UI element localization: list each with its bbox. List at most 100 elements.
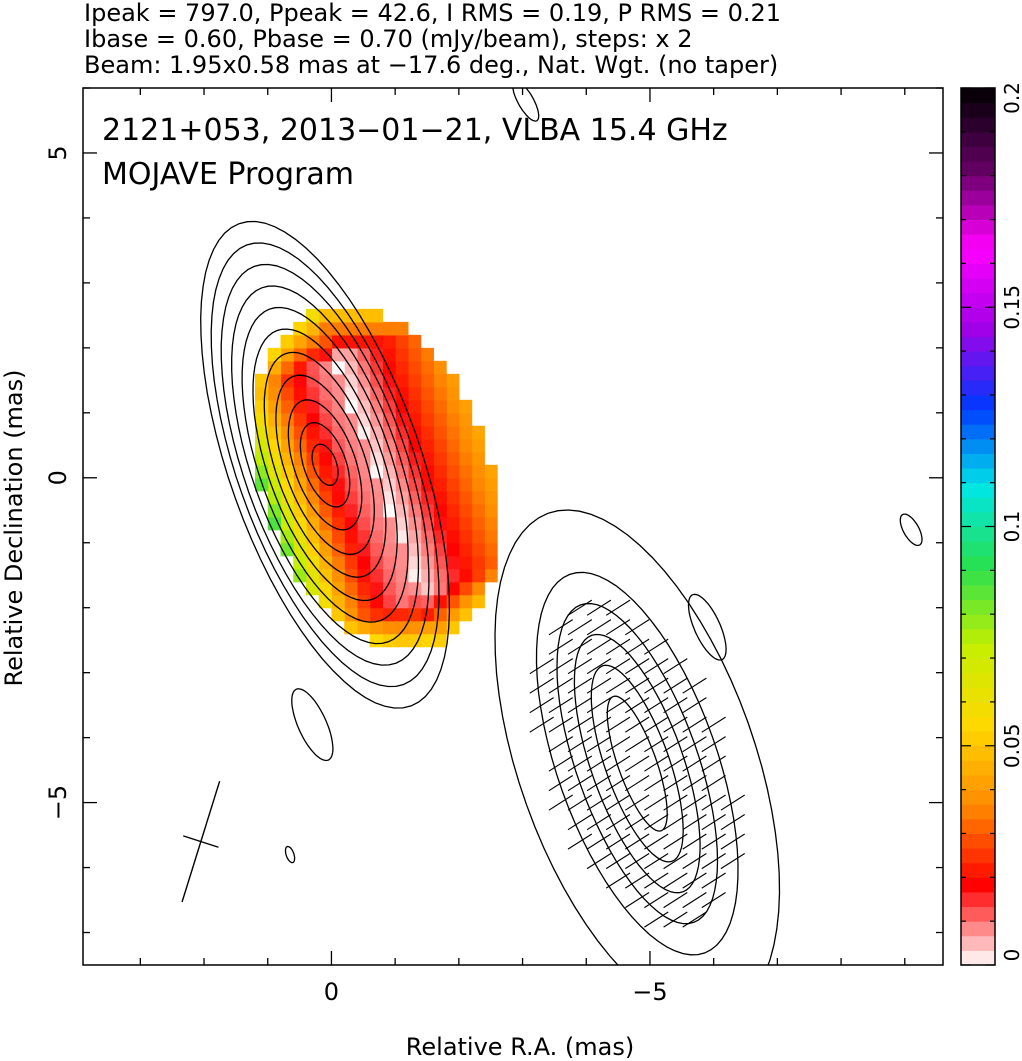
colorbar-segment	[961, 701, 995, 718]
evpa-vector	[586, 716, 612, 733]
polarization-pixel	[420, 425, 434, 440]
colorbar-segment	[961, 482, 995, 498]
polarization-pixel	[356, 529, 371, 544]
polarization-pixel	[420, 386, 434, 401]
polarization-pixel	[420, 555, 434, 570]
evpa-vector	[586, 775, 612, 792]
polarization-pixel	[356, 607, 371, 622]
evpa-vector	[605, 775, 631, 792]
polarization-pixel	[407, 347, 422, 362]
evpa-vector	[605, 814, 631, 831]
polarization-pixel	[395, 334, 409, 349]
polarization-pixel	[433, 399, 447, 414]
polarization-pixel	[407, 581, 422, 596]
polarization-pixel	[407, 620, 422, 635]
evpa-vector	[586, 736, 612, 753]
contour-line	[200, 220, 451, 709]
polarization-pixel	[280, 412, 294, 427]
polarization-pixel	[318, 399, 333, 414]
colorbar-segment	[961, 804, 995, 820]
evpa-vector	[567, 638, 593, 655]
evpa-vector	[586, 658, 612, 675]
colorbar-segment	[961, 248, 995, 264]
polarization-pixel	[420, 451, 434, 466]
plot-frame	[82, 87, 944, 966]
polarization-pixel	[369, 490, 384, 505]
evpa-vector	[663, 872, 688, 889]
polarization-pixel	[420, 607, 434, 622]
evpa-vector	[663, 794, 688, 811]
evpa-vector	[529, 658, 554, 675]
beam-minor-axis	[183, 835, 219, 848]
polarization-pixel	[344, 581, 358, 596]
polarization-pixel	[318, 568, 333, 583]
polarization-pixel	[344, 412, 358, 427]
evpa-vector	[663, 814, 688, 831]
polarization-pixel	[280, 399, 294, 414]
polarization-pixel	[293, 399, 307, 414]
polarization-pixel	[344, 321, 358, 336]
evpa-vector	[682, 677, 707, 694]
colorbar-segment	[961, 950, 995, 966]
polarization-pixel	[305, 529, 320, 544]
polarization-pixel	[331, 438, 345, 453]
evpa-vector	[663, 892, 688, 909]
contour-line	[231, 285, 420, 645]
polarization-pixel	[458, 607, 473, 622]
polarization-pixel	[446, 594, 460, 609]
polarization-pixel	[420, 399, 434, 414]
polarization-pixel	[356, 360, 371, 375]
evpa-vector	[567, 658, 593, 675]
polarization-pixel	[484, 542, 498, 557]
contour-line	[535, 571, 739, 956]
colorbar-segment	[961, 672, 995, 688]
polarization-pixel	[446, 438, 460, 453]
polarization-pixel	[280, 334, 294, 349]
polarization-pixel	[395, 503, 409, 518]
polarization-pixel	[395, 607, 409, 622]
polarization-pixel	[255, 451, 269, 466]
polarization-pixel	[293, 412, 307, 427]
x-axis-label: Relative R.A. (mas)	[406, 1033, 634, 1061]
polarization-pixel	[395, 373, 409, 388]
polarization-pixel	[369, 620, 384, 635]
polarization-pixel	[484, 516, 498, 531]
evpa-vector	[701, 775, 726, 792]
polarization-pixel	[331, 425, 345, 440]
colorbar-segment	[961, 190, 995, 206]
colorbar-segment	[961, 468, 995, 484]
map-subtitle: MOJAVE Program	[102, 157, 354, 192]
polarization-pixel	[446, 516, 460, 531]
polarization-pixel	[407, 555, 422, 570]
colorbar-tick-label: 0.1	[1000, 511, 1022, 543]
polarization-pixel	[471, 438, 485, 453]
colorbar-segment	[961, 453, 995, 469]
polarization-pixel	[484, 568, 498, 583]
evpa-vector	[529, 716, 554, 733]
colorbar-segment	[961, 935, 995, 951]
polarization-pixel	[471, 555, 485, 570]
polarization-pixel	[407, 360, 422, 375]
evpa-vector	[586, 697, 612, 714]
colorbar-segment	[961, 877, 995, 893]
evpa-vector	[663, 697, 688, 714]
polarization-pixel	[331, 334, 345, 349]
polarization-pixel	[305, 438, 320, 453]
polarization-pixel	[395, 542, 409, 557]
polarization-pixel	[382, 464, 396, 479]
polarization-pixel	[433, 581, 447, 596]
polarization-pixel	[255, 438, 269, 453]
polarization-pixel	[382, 594, 396, 609]
polarization-pixel	[471, 594, 485, 609]
evpa-vector	[567, 677, 593, 694]
colorbar-segment	[961, 175, 995, 191]
evpa-vector	[644, 638, 669, 655]
evpa-vector	[567, 599, 593, 616]
polarization-pixel	[471, 529, 485, 544]
polarization-pixel	[331, 529, 345, 544]
evpa-vector	[586, 755, 612, 772]
polarization-pixel	[318, 451, 333, 466]
polarization-pixel	[318, 347, 333, 362]
polarization-pixel	[331, 412, 345, 427]
colorbar-segment	[961, 131, 995, 147]
